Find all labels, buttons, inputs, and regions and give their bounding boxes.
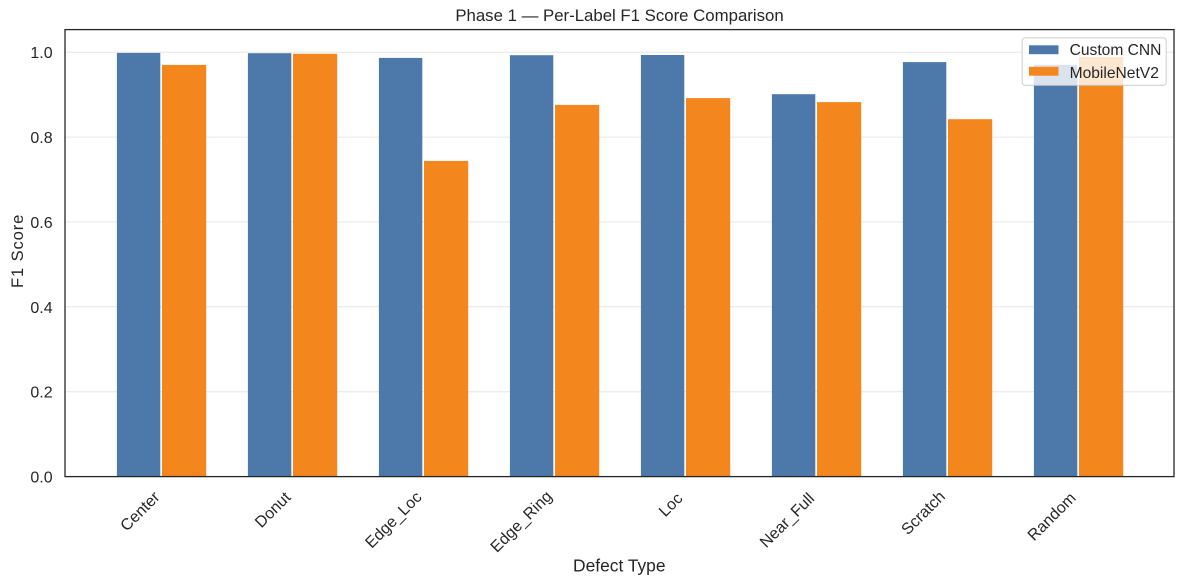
svg-text:1.0: 1.0 (30, 45, 52, 62)
svg-text:Phase 1 — Per-Label F1 Score C: Phase 1 — Per-Label F1 Score Comparison (455, 6, 783, 25)
svg-text:0.4: 0.4 (30, 300, 52, 317)
svg-text:0.6: 0.6 (30, 215, 52, 232)
svg-text:0.8: 0.8 (30, 130, 52, 147)
svg-text:Custom CNN: Custom CNN (1070, 42, 1162, 59)
svg-text:F1 Score: F1 Score (8, 214, 27, 288)
svg-text:0.0: 0.0 (30, 470, 52, 487)
svg-text:0.2: 0.2 (30, 385, 52, 402)
svg-text:MobileNetV2: MobileNetV2 (1070, 65, 1159, 82)
svg-text:Defect Type: Defect Type (573, 556, 665, 576)
